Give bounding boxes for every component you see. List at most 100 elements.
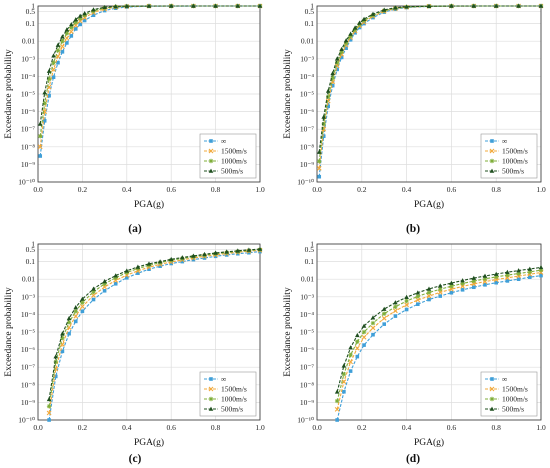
data-point (67, 331, 71, 336)
data-point (213, 3, 218, 8)
data-point (64, 31, 70, 36)
y-tick-label: 10⁻⁵ (300, 90, 314, 99)
data-point (64, 35, 70, 41)
data-point (352, 25, 358, 30)
data-point (38, 154, 43, 158)
data-point (60, 44, 65, 49)
data-point (91, 286, 96, 291)
data-point (494, 274, 499, 280)
data-point (343, 38, 349, 43)
data-point (80, 296, 85, 301)
data-point (213, 254, 218, 259)
data-point (357, 20, 362, 25)
x-tick-label: 1.0 (255, 185, 265, 194)
data-point (321, 114, 327, 119)
data-point (516, 277, 521, 281)
data-point (348, 352, 353, 358)
legend-marker (209, 377, 213, 381)
y-tick-label: 10⁻¹⁰ (297, 178, 314, 187)
y-tick-label: 10⁻⁴ (300, 72, 314, 81)
data-point (449, 3, 454, 8)
data-point (426, 286, 432, 291)
data-point (246, 247, 252, 252)
y-tick-label: 1 (310, 240, 314, 249)
data-point (361, 323, 367, 328)
data-point (335, 418, 339, 422)
data-point (538, 267, 544, 273)
data-point (213, 250, 218, 255)
y-tick-label: 10⁻⁸ (21, 142, 35, 151)
y-tick-label: 10⁻⁶ (300, 107, 314, 116)
x-tick-label: 0.4 (402, 423, 412, 432)
data-point (317, 159, 322, 164)
y-tick-label: 0.1 (26, 19, 36, 28)
data-point (482, 276, 488, 282)
data-point (426, 293, 432, 299)
y-tick-label: 0.1 (26, 257, 36, 266)
data-point (354, 345, 360, 351)
data-point (46, 396, 52, 402)
series-2 (334, 267, 544, 404)
data-point (370, 320, 376, 326)
y-axis-label: Exceedance probability (4, 49, 14, 139)
y-tick-label: 10⁻⁹ (300, 160, 314, 169)
legend-label: 1000m/s (502, 157, 528, 166)
data-point (472, 285, 476, 290)
data-point (493, 271, 499, 276)
data-point (80, 304, 85, 309)
y-tick-label: 10⁻⁶ (21, 345, 35, 354)
data-point (335, 67, 339, 72)
data-point (47, 93, 51, 98)
y-tick-label: 1 (31, 240, 35, 249)
y-tick-label: 10⁻⁹ (21, 398, 35, 407)
data-point (257, 3, 263, 8)
data-point (53, 374, 58, 379)
data-point (136, 271, 140, 275)
data-point (355, 354, 360, 359)
data-point (247, 250, 251, 255)
data-point (102, 281, 107, 286)
data-point (80, 300, 85, 305)
data-point (527, 269, 532, 275)
data-point (348, 33, 353, 39)
y-tick-label: 0.01 (301, 275, 314, 284)
data-point (471, 278, 476, 284)
data-point (348, 345, 353, 350)
data-point (235, 248, 241, 253)
y-tick-label: 0.5 (26, 7, 36, 16)
data-point (381, 315, 387, 321)
data-point (69, 34, 74, 38)
data-point (361, 329, 367, 335)
data-point (343, 40, 349, 46)
data-point (64, 27, 70, 32)
y-tick-label: 10⁻¹⁰ (18, 416, 35, 425)
x-tick-label: 0.0 (33, 185, 43, 194)
y-tick-label: 0.5 (305, 7, 315, 16)
data-point (330, 70, 335, 76)
data-point (316, 149, 322, 154)
data-point (235, 3, 241, 8)
data-point (91, 289, 96, 295)
legend-marker (489, 396, 495, 402)
data-point (102, 8, 107, 13)
data-point (60, 331, 65, 336)
data-point (426, 3, 432, 8)
data-point (381, 7, 387, 12)
data-point (528, 275, 532, 279)
data-point (60, 39, 65, 44)
x-axis-label: PGA(g) (134, 199, 164, 210)
data-point (73, 20, 78, 25)
data-point (46, 68, 52, 73)
data-point (317, 174, 322, 179)
chart-panel-a: 10⁻¹⁰10⁻⁹10⁻⁸10⁻⁷10⁻⁶10⁻⁵10⁻⁴10⁻³0.010.1… (4, 2, 265, 236)
y-axis-label: Exceedance probability (4, 287, 14, 377)
legend-marker (208, 168, 214, 173)
data-point (158, 264, 162, 268)
y-tick-label: 10⁻⁷ (21, 125, 35, 134)
x-tick-label: 1.0 (536, 185, 546, 194)
data-point (348, 31, 353, 36)
data-point (124, 268, 130, 273)
data-point (55, 42, 61, 47)
data-point (460, 278, 465, 283)
legend-label: 1500m/s (221, 385, 247, 394)
